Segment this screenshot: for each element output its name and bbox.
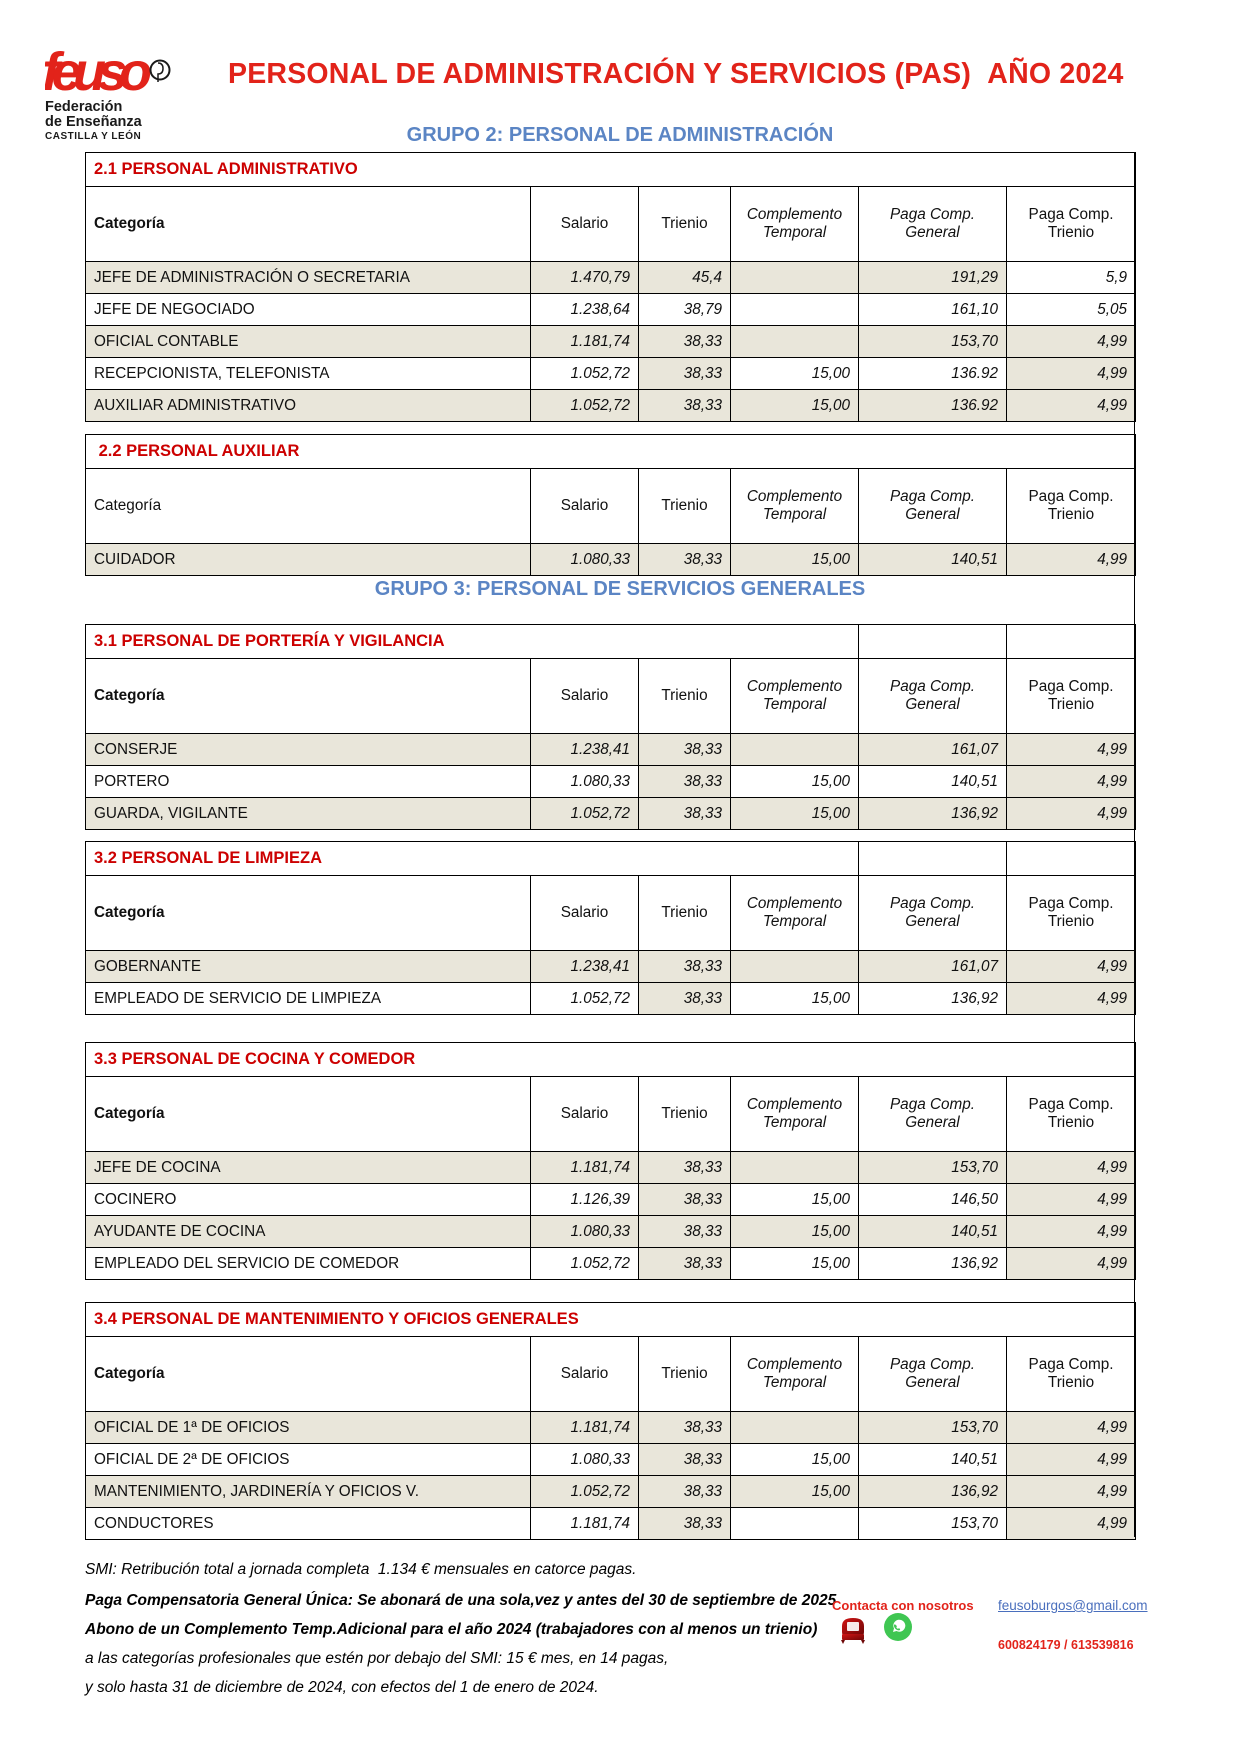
svg-text:feuso: feuso (45, 45, 151, 102)
